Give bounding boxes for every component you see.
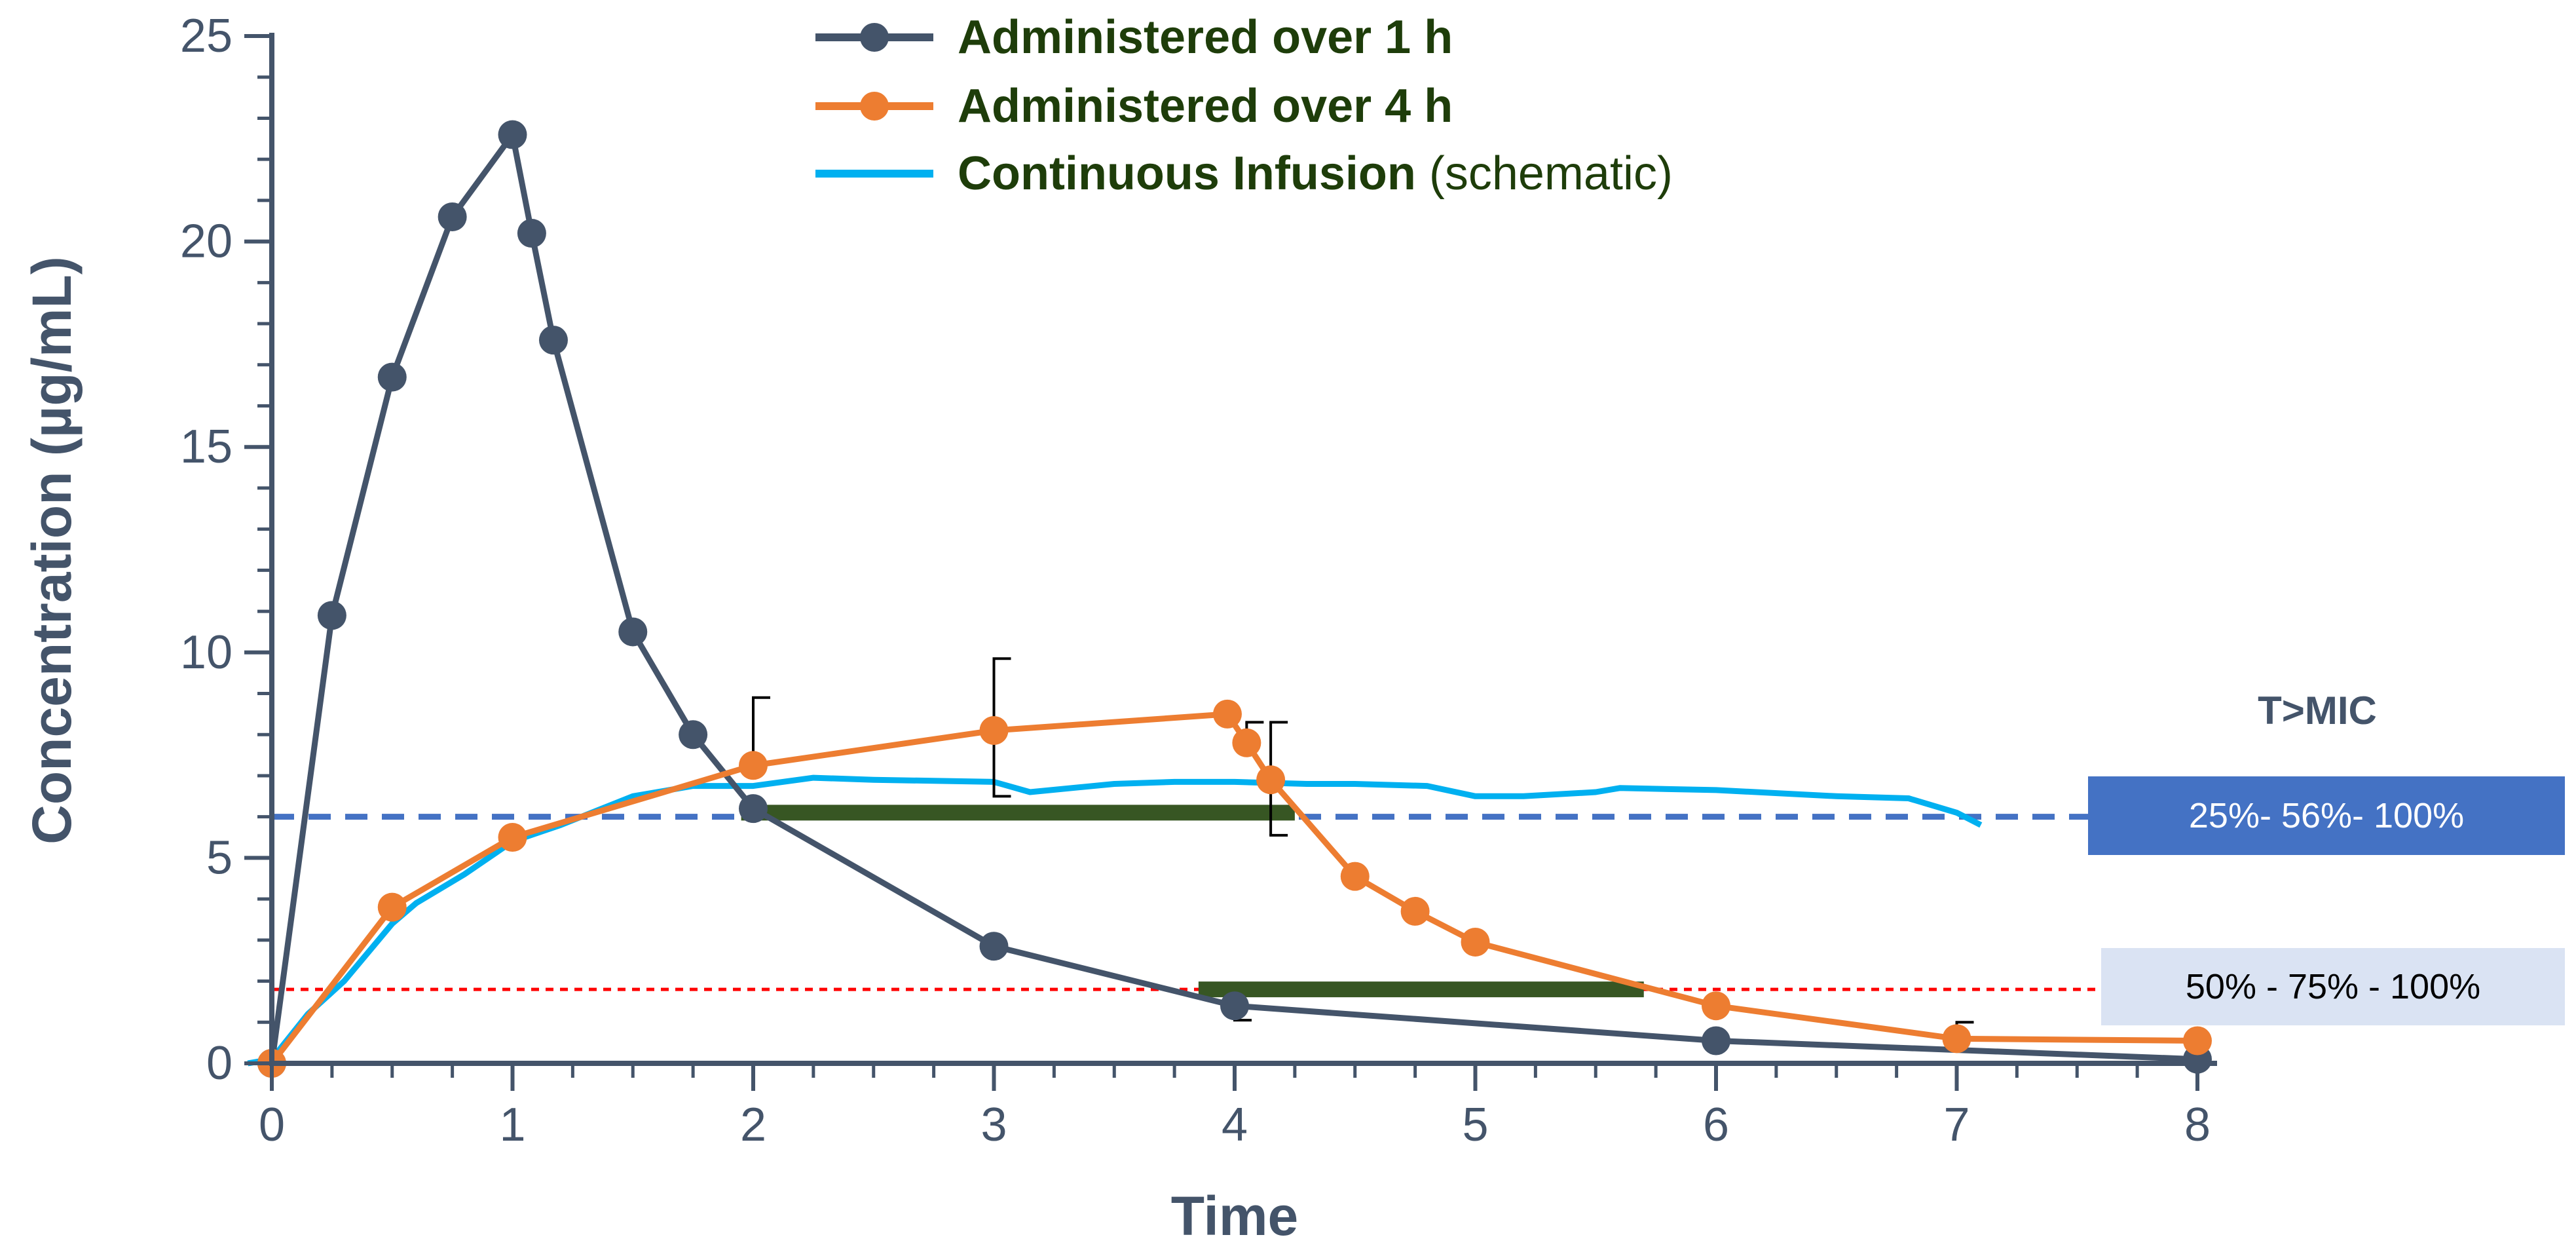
data-point-1-2	[498, 823, 527, 852]
legend-label-1: Administered over 4 h	[958, 80, 1453, 132]
axes: 0 5 10 15 20 25 0 1 2 3 4 5 6 7 8	[180, 10, 2217, 1151]
series-1	[257, 657, 2212, 1078]
legend-entry-2: Continuous Infusion (schematic)	[815, 147, 1673, 200]
data-point-0-2	[377, 362, 407, 392]
y-axis-title: Concentration (µg/mL)	[21, 256, 83, 845]
data-point-1-10	[1461, 927, 1490, 957]
data-point-1-11	[1702, 991, 1730, 1021]
data-point-1-13	[2183, 1026, 2212, 1055]
legend-swatch-marker-1	[860, 92, 889, 121]
data-point-1-3	[739, 751, 768, 780]
low-mic-label-box: 50% - 75% - 100%	[2101, 948, 2565, 1025]
y-tick-label-0: 0	[206, 1037, 233, 1090]
x-tick-label-1: 1	[499, 1099, 525, 1151]
data-point-0-11	[1220, 991, 1249, 1021]
x-tick-label-0: 0	[259, 1099, 285, 1151]
t-mic-title: T>MIC	[2258, 689, 2377, 732]
data-point-0-9	[739, 794, 768, 824]
x-tick-label-5: 5	[1462, 1099, 1488, 1151]
data-point-1-5	[1212, 699, 1242, 729]
data-point-1-6	[1232, 728, 1261, 757]
x-axis-title: Time	[1171, 1185, 1299, 1247]
axis-titles: Time Concentration (µg/mL)	[21, 256, 1298, 1247]
data-point-1-4	[979, 715, 1009, 745]
legend-label-2: Continuous Infusion (schematic)	[958, 147, 1673, 200]
data-point-1-1	[377, 892, 407, 922]
legend: Administered over 1 h Administered over 4…	[815, 11, 1673, 200]
data-point-1-12	[1942, 1024, 1971, 1054]
series-line-2	[247, 774, 1983, 1067]
legend-entry-0: Administered over 1 h	[815, 11, 1453, 64]
data-point-0-10	[979, 932, 1009, 961]
y-tick-label-2: 10	[180, 626, 233, 679]
data-point-0-4	[498, 120, 527, 149]
x-tick-label-7: 7	[1943, 1099, 1969, 1151]
data-point-0-12	[1702, 1026, 1730, 1055]
data-point-1-8	[1340, 862, 1370, 891]
series-layer	[247, 120, 2212, 1078]
series-line-1	[269, 711, 2198, 1065]
y-tick-label-1: 5	[206, 831, 233, 884]
series-line-0	[269, 132, 2198, 1064]
series-2	[247, 774, 1983, 1067]
data-point-1-9	[1400, 896, 1430, 926]
series-0	[257, 120, 2212, 1078]
y-tick-label-4: 20	[180, 216, 233, 268]
legend-entry-1: Administered over 4 h	[815, 80, 1453, 132]
x-tick-label-3: 3	[980, 1099, 1007, 1151]
legend-label-0: Administered over 1 h	[958, 11, 1453, 64]
high-mic-label-box: 25%- 56%- 100%	[2088, 776, 2565, 855]
x-tick-label-8: 8	[2184, 1099, 2211, 1151]
data-point-0-7	[618, 617, 648, 647]
data-point-0-5	[517, 219, 546, 248]
y-tick-label-5: 25	[180, 10, 233, 62]
data-point-1-7	[1256, 765, 1286, 795]
x-tick-label-6: 6	[1703, 1099, 1729, 1151]
data-point-0-6	[538, 326, 568, 355]
data-point-0-3	[438, 202, 467, 231]
x-tick-label-4: 4	[1222, 1099, 1248, 1151]
t-gt-mic-bars	[741, 805, 1644, 998]
x-tick-label-2: 2	[740, 1099, 766, 1151]
y-tick-label-3: 15	[180, 421, 233, 473]
data-point-0-1	[317, 601, 346, 630]
data-point-0-8	[679, 720, 708, 750]
legend-swatch-marker-0	[860, 23, 889, 52]
